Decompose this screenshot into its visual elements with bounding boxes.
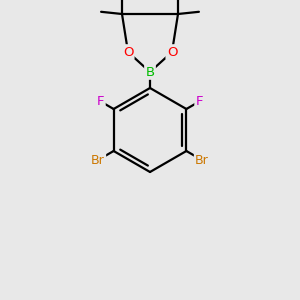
Text: B: B [146,65,154,79]
Text: F: F [196,95,203,108]
Text: F: F [97,95,104,108]
Text: Br: Br [91,154,105,166]
Text: Br: Br [195,154,209,166]
Text: O: O [123,46,133,59]
Text: O: O [167,46,177,59]
